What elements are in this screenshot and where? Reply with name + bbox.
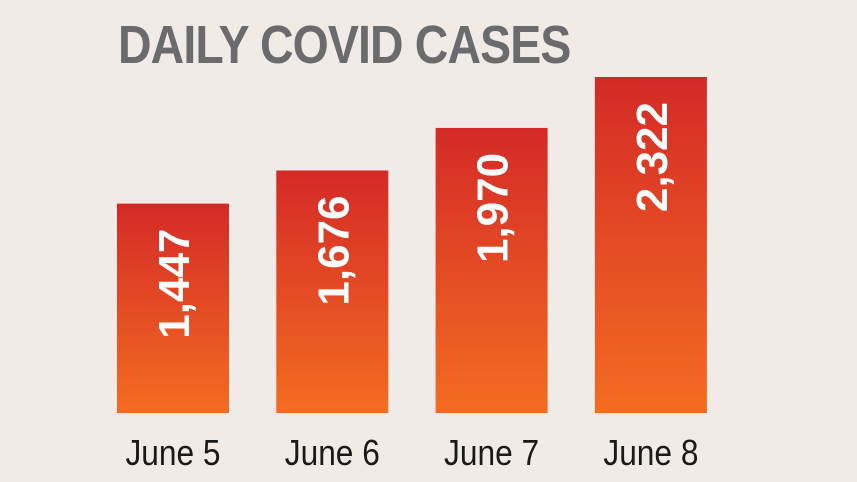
bar [435, 127, 548, 414]
category-label: June 7 [444, 433, 539, 473]
bar [117, 203, 229, 413]
value-label: 1,970 [469, 153, 518, 263]
chart-title: DAILY COVID CASES [118, 15, 571, 75]
value-label: 1,447 [150, 229, 199, 339]
value-label: 2,322 [628, 102, 677, 212]
category-label: June 8 [603, 433, 698, 473]
category-label: June 6 [285, 433, 380, 473]
category-label: June 5 [125, 433, 220, 473]
bar [594, 77, 707, 413]
value-label: 1,676 [309, 195, 358, 305]
bar [276, 170, 389, 413]
